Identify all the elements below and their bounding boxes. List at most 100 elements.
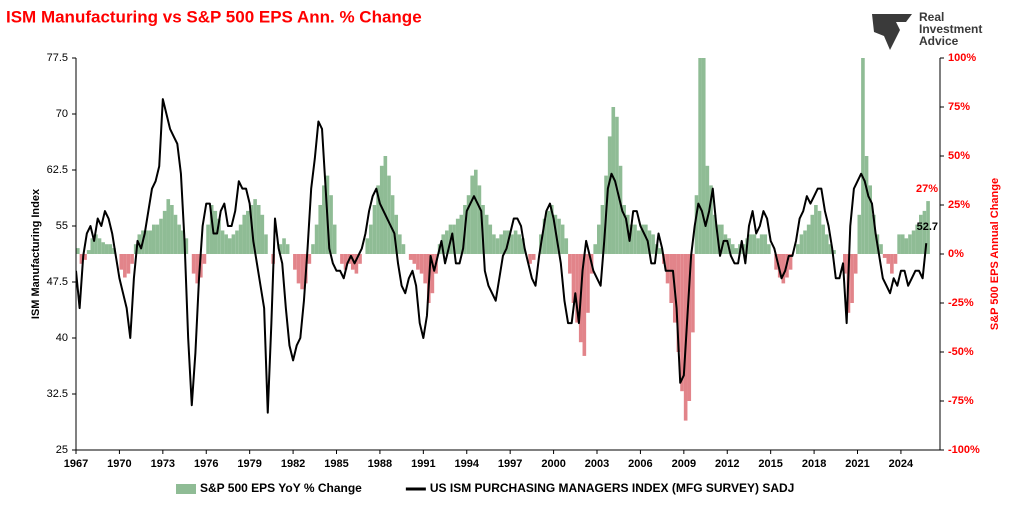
bar [90,238,95,254]
bar [86,250,91,254]
x-tick-label: 1985 [324,458,348,470]
end-label: 52.7 [917,221,938,233]
bar [104,244,109,254]
bar [416,254,420,270]
bar [412,254,417,264]
y-tick-label: 47.5 [47,276,68,288]
bar [799,234,804,254]
bar [803,230,807,254]
y2-tick-label: -100% [948,444,980,456]
bar [814,205,818,254]
bar [828,244,833,254]
bar [499,234,503,254]
bar [177,224,181,254]
x-tick-label: 2006 [628,458,652,470]
bar [83,254,87,260]
bar [633,224,637,254]
bar [542,218,547,254]
bar [314,224,319,254]
bar [549,205,554,254]
logo-text: Investment [919,22,982,36]
bar [253,199,257,254]
bar [293,254,297,270]
end-label: 27% [916,183,938,195]
bar [571,254,576,303]
bar [155,224,160,254]
logo-icon [872,14,912,50]
logo-text: Advice [919,34,959,48]
bar [394,214,399,254]
bar [180,230,185,254]
bar [430,254,435,294]
bar [209,205,214,254]
bar [871,214,876,254]
x-tick-label: 1982 [281,458,305,470]
bar [824,234,829,254]
bar [441,234,446,254]
bar [376,185,380,254]
bar [224,234,228,254]
x-tick-label: 2015 [758,458,782,470]
bar [712,214,717,254]
bar [510,234,514,254]
bar [611,107,616,254]
bar [557,218,561,254]
bar [130,254,134,264]
bar [466,195,471,254]
bar [401,244,406,254]
bar [419,254,424,274]
bar [133,244,138,254]
bar [387,175,391,254]
bar [473,169,478,254]
bar [821,224,825,254]
bar [893,254,898,264]
bar [195,254,200,284]
bar [123,254,127,278]
bar [810,214,815,254]
bar [629,224,634,254]
bar [647,230,652,254]
bar [622,205,626,254]
bar [285,244,290,254]
bar [734,248,739,254]
bar [76,248,80,254]
bar [850,254,854,303]
bar [709,185,713,254]
bar [701,58,706,254]
bar [231,234,236,254]
bar [311,244,315,254]
bar [151,224,156,254]
x-tick-label: 1991 [411,458,435,470]
bar [911,230,916,254]
chart-title: ISM Manufacturing vs S&P 500 EPS Ann. % … [6,7,422,26]
y-tick-label: 40 [56,332,68,344]
bar [166,199,171,254]
x-tick-label: 2009 [672,458,696,470]
bar [343,254,348,270]
x-tick-label: 1997 [498,458,522,470]
bar [94,234,98,254]
bar [260,214,265,254]
bar [886,254,891,264]
y2-tick-label: -50% [948,346,974,358]
bar [372,205,377,254]
x-tick-label: 2000 [541,458,565,470]
bar [445,230,449,254]
bar [477,185,482,254]
y2-tick-label: 50% [948,150,970,162]
bar [495,238,500,254]
bar [568,254,572,274]
y-tick-label: 77.5 [47,52,68,64]
bar [112,248,116,254]
bar [748,234,753,254]
bar [256,205,261,254]
bar [159,218,163,254]
bar [669,254,673,303]
bar [379,165,384,254]
y2-tick-label: 0% [948,248,964,260]
x-tick-label: 1970 [107,458,131,470]
bar [213,210,218,254]
y-tick-label: 62.5 [47,164,68,176]
bar [217,218,221,254]
bar [767,244,771,254]
